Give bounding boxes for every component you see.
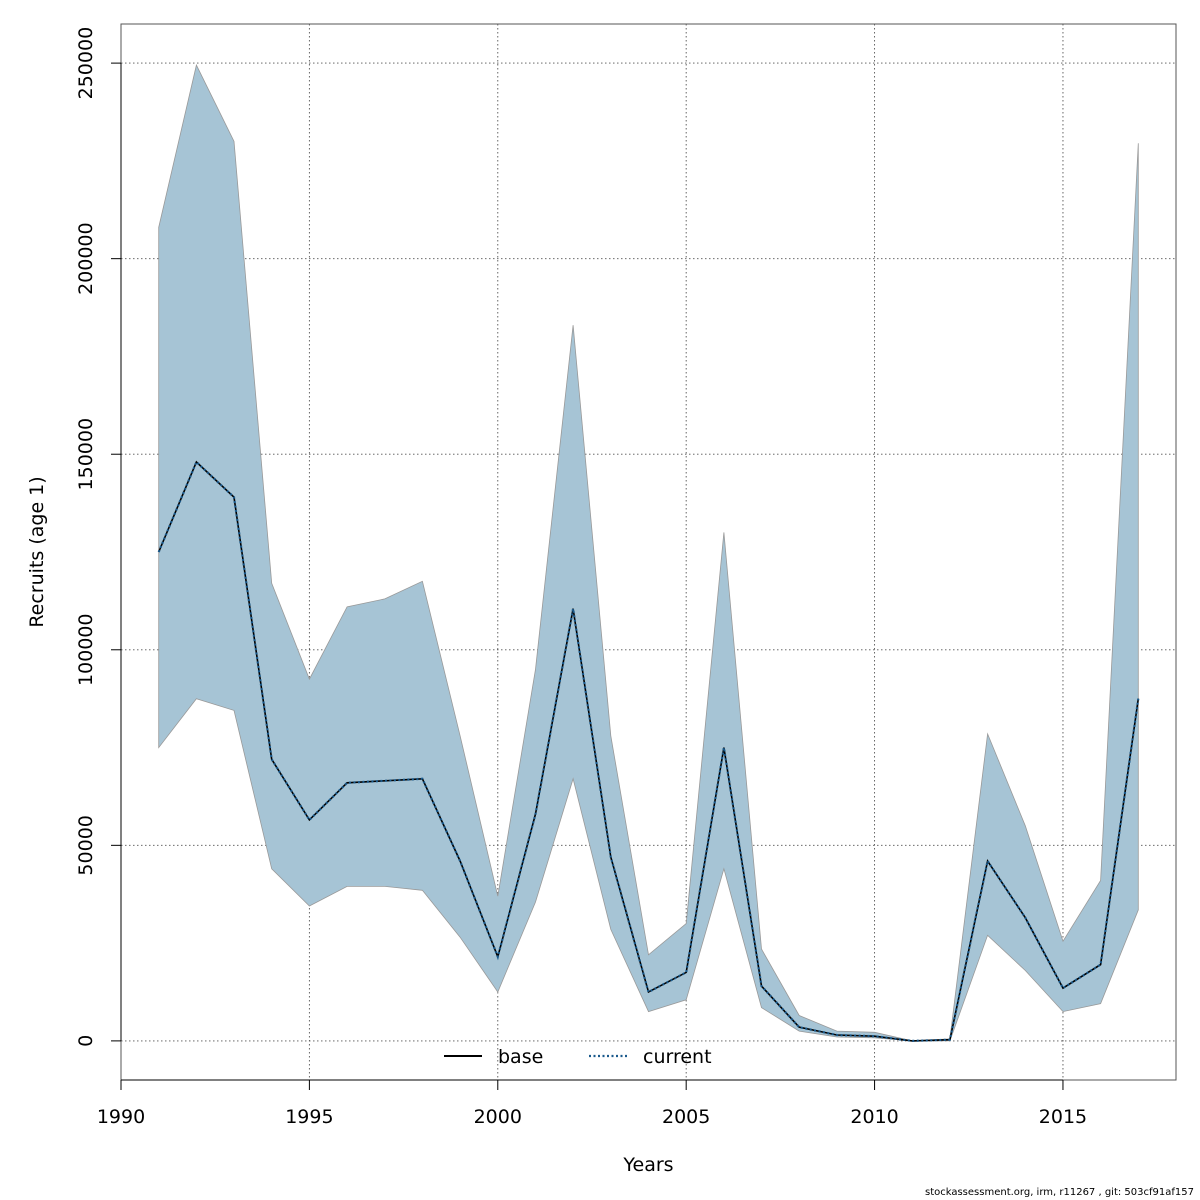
x-tick-label-1995: 1995 (285, 1106, 333, 1128)
x-tick-label-2010: 2010 (850, 1106, 898, 1128)
y-tick-label-50000: 50000 (75, 815, 97, 875)
y-tick-label-250000: 250000 (75, 27, 97, 100)
footer-credit: stockassessment.org, irm, r11267 , git: … (924, 1187, 1194, 1198)
x-tick-label-1990: 1990 (97, 1106, 145, 1128)
legend-label-current: current (643, 1046, 712, 1068)
confidence-band (158, 63, 1139, 1042)
x-axis-title: Years (622, 1154, 673, 1176)
y-tick-label-0: 0 (75, 1035, 97, 1047)
series-lines (157, 460, 1140, 1043)
x-axis: 1990 1995 2000 2005 2010 2015 (97, 1079, 1087, 1128)
legend-label-base: base (498, 1046, 543, 1068)
y-tick-label-200000: 200000 (75, 222, 97, 295)
series-line-current (157, 460, 1140, 1043)
y-axis-title: Recruits (age 1) (26, 476, 48, 627)
y-axis: 0 50000 100000 150000 200000 250000 (75, 27, 122, 1047)
x-tick-label-2015: 2015 (1039, 1106, 1087, 1128)
y-tick-label-150000: 150000 (75, 418, 97, 491)
x-tick-label-2005: 2005 (662, 1106, 710, 1128)
x-tick-label-2000: 2000 (474, 1106, 522, 1128)
y-tick-label-100000: 100000 (75, 614, 97, 687)
legend: base current (444, 1046, 712, 1068)
